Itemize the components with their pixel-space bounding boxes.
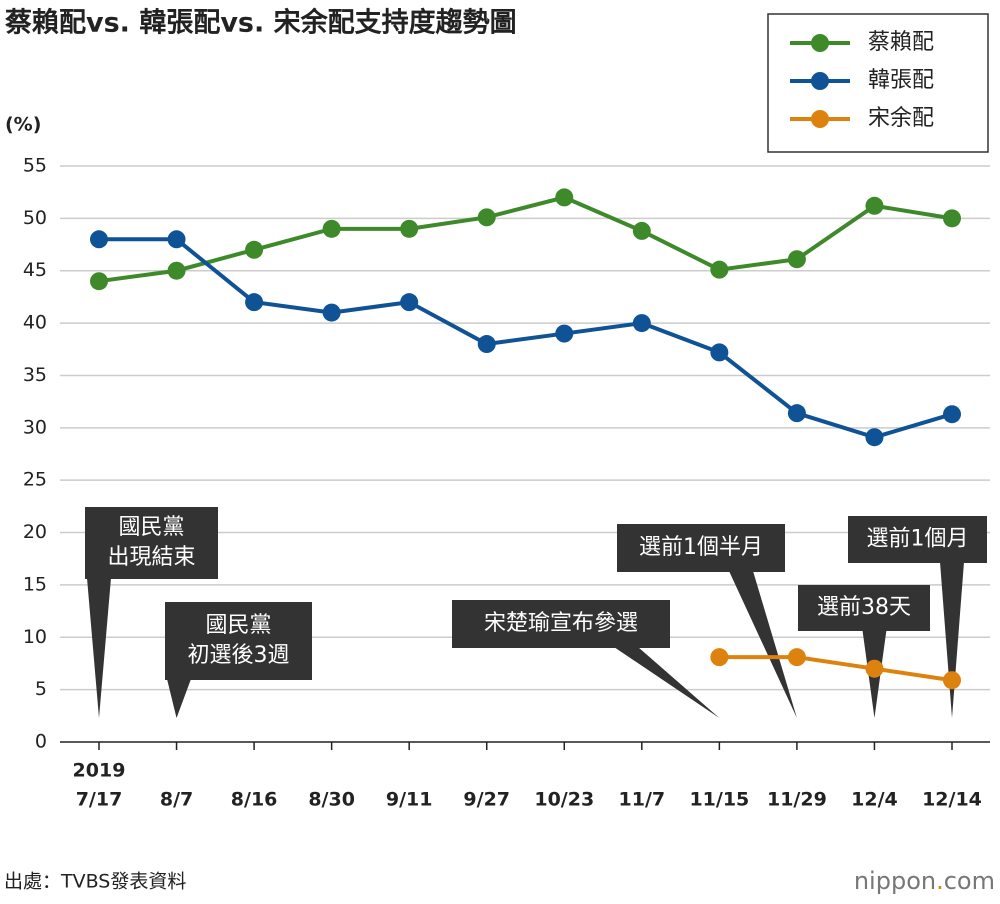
- legend-label: 宋余配: [868, 106, 934, 131]
- x-tick-label: 8/7: [160, 789, 193, 811]
- data-point: [943, 671, 961, 690]
- x-tick-label: 11/7: [619, 789, 666, 811]
- annotation-pointer: [729, 571, 797, 718]
- data-point: [710, 343, 729, 362]
- y-tick-label: 25: [23, 469, 47, 491]
- series-line: [99, 237, 953, 440]
- data-point: [167, 261, 186, 280]
- x-tick-label: 12/14: [922, 789, 982, 811]
- data-point: [555, 324, 574, 343]
- series-line: [719, 655, 953, 683]
- data-point: [245, 240, 264, 259]
- data-point: [710, 648, 729, 667]
- data-point: [943, 405, 961, 424]
- x-tick-label: 7/17: [76, 789, 123, 811]
- data-point: [167, 230, 186, 249]
- y-tick-label: 50: [23, 207, 47, 229]
- x-tick-label: 10/23: [534, 789, 594, 811]
- data-point: [787, 250, 806, 269]
- legend-label: 蔡賴配: [868, 30, 934, 55]
- data-point: [90, 272, 108, 291]
- annotation-text: 選前1個半月: [639, 535, 763, 560]
- data-point: [90, 230, 108, 249]
- brand: nippon.com: [854, 867, 995, 895]
- legend-swatch-dot: [811, 72, 829, 90]
- x-tick-label: 11/15: [689, 789, 749, 811]
- data-point: [710, 260, 729, 279]
- data-point: [787, 404, 806, 423]
- legend-label: 韓張配: [868, 68, 934, 93]
- y-unit-label: (%): [5, 114, 41, 136]
- annotation-box: [165, 602, 312, 680]
- y-tick-label: 55: [23, 155, 47, 177]
- annotation-text: 國民黨: [205, 613, 271, 638]
- y-tick-label: 0: [35, 731, 47, 753]
- x-tick-label: 9/11: [386, 789, 433, 811]
- legend-swatch-dot: [811, 110, 829, 128]
- data-point: [555, 188, 574, 207]
- annotation-text: 宋楚瑜宣布參選: [484, 611, 638, 636]
- y-tick-label: 30: [23, 416, 47, 438]
- y-tick-label: 10: [23, 626, 47, 648]
- data-point: [865, 659, 884, 678]
- y-tick-label: 15: [23, 573, 47, 595]
- data-point: [245, 293, 264, 312]
- chart-title: 蔡賴配vs. 韓張配vs. 宋余配支持度趨勢圖: [5, 7, 517, 39]
- y-tick-label: 40: [23, 312, 47, 334]
- year-label: 2019: [73, 760, 126, 782]
- data-point: [943, 209, 961, 228]
- y-tick-label: 20: [23, 521, 47, 543]
- annotation-text: 選前38天: [817, 595, 911, 620]
- data-point: [322, 219, 341, 238]
- data-point: [322, 303, 341, 322]
- data-point: [787, 648, 806, 667]
- x-tick-label: 8/16: [231, 789, 278, 811]
- data-point: [477, 335, 496, 354]
- annotation-box: [617, 524, 785, 572]
- annotation-text: 國民黨: [118, 515, 184, 540]
- x-tick-label: 9/27: [463, 789, 510, 811]
- annotation-pointer: [614, 647, 720, 718]
- brand-part: com: [944, 867, 995, 895]
- annotation-pointer: [940, 562, 964, 718]
- brand-part: nippon: [854, 867, 936, 895]
- source: 出處：TVBS發表資料: [4, 871, 186, 893]
- data-point: [865, 196, 884, 215]
- x-tick-label: 8/30: [308, 789, 355, 811]
- data-point: [865, 428, 884, 447]
- annotation-pointer: [87, 578, 111, 718]
- x-tick-label: 12/4: [851, 789, 898, 811]
- x-tick-label: 11/29: [767, 789, 827, 811]
- annotation-box: [848, 516, 987, 563]
- data-point: [400, 293, 419, 312]
- annotation-box: [452, 600, 670, 648]
- data-point: [632, 221, 651, 240]
- annotation-box: [798, 585, 930, 631]
- annotation-box: [85, 507, 218, 579]
- annotation-text: 初選後3週: [188, 643, 290, 668]
- y-tick-label: 5: [35, 678, 47, 700]
- brand-part: .: [936, 867, 944, 895]
- annotation-pointer: [167, 679, 191, 718]
- annotation-text: 出現結束: [107, 545, 195, 570]
- data-point: [400, 219, 419, 238]
- annotation-text: 選前1個月: [867, 527, 969, 552]
- data-point: [477, 208, 496, 227]
- series-line: [98, 195, 953, 284]
- y-tick-label: 35: [23, 364, 47, 386]
- legend-swatch-dot: [811, 34, 829, 52]
- data-point: [632, 314, 651, 333]
- y-tick-label: 45: [23, 259, 47, 281]
